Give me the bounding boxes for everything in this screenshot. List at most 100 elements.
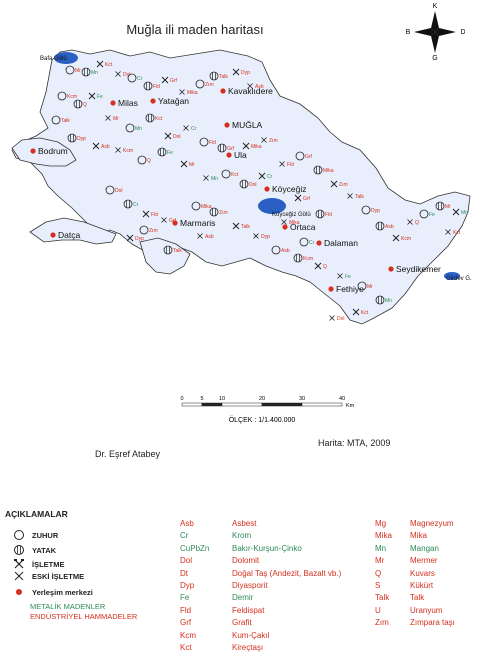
mineral-code-label: Fld <box>287 162 294 168</box>
mineral-code-label: Dyp <box>77 136 86 142</box>
mineral-code-label: Zım <box>219 210 228 216</box>
compass-east: D <box>460 29 465 36</box>
settlement-dot <box>328 286 334 292</box>
legend-col2-name: Mangan <box>410 543 439 553</box>
mineral-code-label: Asb <box>281 248 290 254</box>
yatak-symbol <box>145 113 155 123</box>
legend-col1-name: Demir <box>232 593 254 603</box>
zuhur-symbol <box>57 91 67 101</box>
settlement-dot <box>150 98 156 104</box>
isletme-symbol <box>96 60 104 68</box>
scale-tick-label: 5 <box>200 396 203 402</box>
legend-col1-abbr: Dt <box>180 568 188 578</box>
settlement-dot <box>30 148 36 154</box>
mineral-code-label: Zım <box>269 138 278 144</box>
isletme-symbol <box>258 172 266 180</box>
legend-col1-name: Feldispat <box>232 605 265 615</box>
zuhur-symbol <box>125 123 135 133</box>
legend-col1-name: Bakır-Kurşun-Çinko <box>232 543 302 553</box>
zuhur-symbol <box>191 201 201 211</box>
eski-isletme-symbol <box>161 217 167 223</box>
mineral-code-label: Talk <box>219 74 228 80</box>
map-title: Muğla ili maden haritası <box>126 22 264 37</box>
legend-col1-name: Kum-Çakıl <box>232 630 270 640</box>
mineral-code-label: Q <box>147 158 151 164</box>
zuhur-symbol <box>51 115 61 125</box>
eski-isletme-symbol <box>115 71 121 77</box>
koycegiz-lake <box>258 198 286 214</box>
place-label: Dalaman <box>324 238 358 248</box>
legend-col1-abbr: Kct <box>180 643 192 652</box>
mineral-code-label: Kct <box>361 310 369 316</box>
eski-isletme-symbol <box>445 229 451 235</box>
zuhur-symbol <box>199 137 209 147</box>
legend-col2-name: Mermer <box>410 556 438 566</box>
mineral-code-label: Q <box>83 102 87 108</box>
zuhur-symbol <box>221 169 231 179</box>
bafa-lake <box>54 52 78 64</box>
yatak-symbol <box>313 165 323 175</box>
mineral-code-label: Grf <box>303 196 311 202</box>
mineral-code-label: Asb <box>255 84 264 90</box>
mineral-code-label: Grf <box>169 218 177 224</box>
legend-col1-abbr: Dol <box>180 556 193 566</box>
yatak-symbol <box>209 71 219 81</box>
yatak-symbol <box>315 209 325 219</box>
yatak-symbol <box>143 81 153 91</box>
mineral-code-label: Mr <box>113 116 119 122</box>
zuhur-symbol <box>139 225 149 235</box>
place-label: Köyceğiz <box>272 184 307 194</box>
crossed-hammers-icon <box>12 558 26 570</box>
mineral-code-label: Cr <box>309 240 315 246</box>
zuhur-symbol <box>299 237 309 247</box>
bozburun-peninsula <box>139 237 191 275</box>
settlement-dot <box>388 266 394 272</box>
legend-col1-name: Doğal Taş (Andezit, Bazalt vb.) <box>232 568 342 578</box>
yatak-symbol <box>239 179 249 189</box>
isletme-symbol <box>126 234 134 242</box>
mineral-code-label: Cr <box>133 202 139 208</box>
legend-category-metallic: METALİK MADENLER <box>30 602 106 611</box>
eski-isletme-symbol <box>337 273 343 279</box>
mineral-code-label: Mika <box>187 90 198 96</box>
zuhur-symbol <box>361 205 371 215</box>
mineral-code-label: Dol <box>249 182 257 188</box>
isletme-symbol <box>392 234 400 242</box>
mineral-code-label: Q <box>415 220 419 226</box>
zuhur-symbol <box>195 79 205 89</box>
mineral-code-label: Mr <box>75 68 81 74</box>
mugla-map[interactable]: Mr Mn Kct Dol Cr Fld Grf Mika Zım Talk Dyp Asb Kcm Q F… <box>0 0 480 470</box>
legend-col2-abbr: Mika <box>375 531 392 541</box>
zuhur-symbol <box>295 151 305 161</box>
isletme-symbol <box>242 142 250 150</box>
legend-col2-name: Talk <box>410 593 425 603</box>
eski-isletme-symbol <box>281 219 287 225</box>
mineral-code-label: Kct <box>453 230 461 236</box>
mineral-code-label: Kcm <box>67 94 77 100</box>
mineral-code-label: Cr <box>267 174 273 180</box>
zuhur-symbol <box>419 209 429 219</box>
mineral-code-label: Fe <box>97 94 103 100</box>
settlement-dot <box>316 240 322 246</box>
zuhur-symbol <box>105 185 115 195</box>
isletme-symbol <box>352 308 360 316</box>
scale-tick-label: 0 <box>180 396 183 402</box>
isletme-symbol <box>142 210 150 218</box>
place-label: Yatağan <box>158 96 189 106</box>
mineral-code-label: Mn <box>461 210 468 216</box>
settlement-dot <box>264 186 270 192</box>
eski-isletme-symbol <box>279 161 285 167</box>
yatak-symbol <box>217 143 227 153</box>
legend-col1-abbr: Dyp <box>180 581 195 590</box>
settlement-dot <box>50 232 56 238</box>
place-label: Ula <box>234 150 247 160</box>
yatak-symbol <box>67 133 77 143</box>
legend-yerlesim: Yerleşim merkezi <box>12 586 93 598</box>
red-dot-icon <box>12 586 26 598</box>
mineral-code-label: Talk <box>241 224 250 230</box>
settlement-dot <box>172 220 178 226</box>
eski-isletme-symbol <box>183 125 189 131</box>
legend-col2-name: Uranyum <box>410 605 443 615</box>
legend-col1-abbr: Asb <box>180 519 194 528</box>
legend-col1-name: Asbest <box>232 519 257 528</box>
